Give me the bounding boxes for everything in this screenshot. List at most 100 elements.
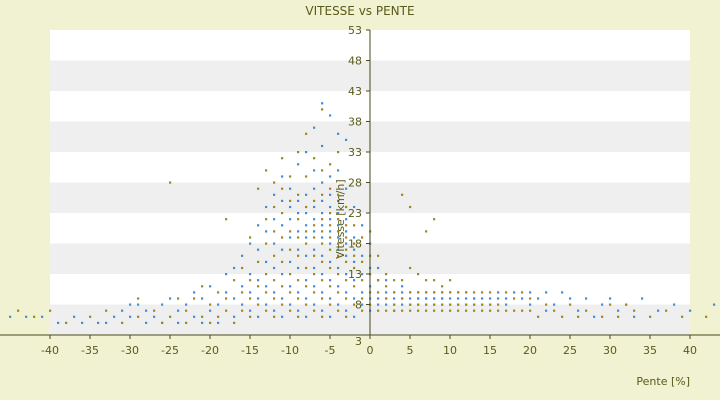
scatter-point xyxy=(281,199,284,202)
scatter-point xyxy=(401,285,404,288)
scatter-point xyxy=(505,309,508,312)
scatter-point xyxy=(329,218,332,221)
scatter-point xyxy=(121,321,124,324)
scatter-point xyxy=(353,224,356,227)
scatter-point xyxy=(425,279,428,282)
scatter-point xyxy=(545,309,548,312)
scatter-point xyxy=(281,315,284,318)
scatter-point xyxy=(449,291,452,294)
scatter-point xyxy=(313,303,316,306)
scatter-point xyxy=(433,297,436,300)
scatter-point xyxy=(321,102,324,105)
scatter-point xyxy=(225,291,228,294)
x-tick-label: 5 xyxy=(407,344,414,357)
scatter-point xyxy=(305,132,308,135)
scatter-point xyxy=(569,297,572,300)
scatter-point xyxy=(473,291,476,294)
scatter-point xyxy=(425,230,428,233)
x-tick-label: -10 xyxy=(281,344,299,357)
scatter-point xyxy=(265,273,268,276)
scatter-point xyxy=(417,273,420,276)
scatter-point xyxy=(337,242,340,245)
scatter-point xyxy=(321,254,324,257)
scatter-point xyxy=(593,315,596,318)
scatter-point xyxy=(321,212,324,215)
scatter-point xyxy=(305,297,308,300)
scatter-point xyxy=(297,315,300,318)
scatter-point xyxy=(425,303,428,306)
scatter-point xyxy=(345,138,348,141)
scatter-point xyxy=(337,254,340,257)
scatter-point xyxy=(185,321,188,324)
scatter-point xyxy=(337,193,340,196)
scatter-point xyxy=(305,266,308,270)
scatter-point xyxy=(481,309,484,312)
scatter-point xyxy=(513,291,516,294)
scatter-point xyxy=(329,230,332,233)
scatter-point xyxy=(313,224,316,227)
scatter-point xyxy=(345,187,348,190)
x-tick-label: 15 xyxy=(483,344,497,357)
x-tick-label: 10 xyxy=(443,344,457,357)
scatter-point xyxy=(289,236,292,239)
scatter-point xyxy=(169,315,172,318)
scatter-point xyxy=(337,151,340,154)
scatter-point xyxy=(449,279,452,282)
scatter-point xyxy=(297,248,300,251)
scatter-point xyxy=(609,303,612,306)
x-tick-label: 40 xyxy=(683,344,697,357)
scatter-point xyxy=(193,297,196,300)
scatter-point xyxy=(425,309,428,312)
scatter-point xyxy=(305,279,308,282)
scatter-point xyxy=(689,309,692,312)
scatter-point xyxy=(353,303,356,306)
scatter-point xyxy=(297,163,300,166)
scatter-point xyxy=(537,315,540,318)
scatter-point xyxy=(337,169,340,172)
scatter-point xyxy=(353,254,356,257)
scatter-point xyxy=(377,266,380,270)
scatter-point xyxy=(433,279,436,282)
y-tick-label: 43 xyxy=(348,85,362,98)
scatter-point xyxy=(305,230,308,233)
scatter-point xyxy=(329,205,332,209)
scatter-point xyxy=(177,309,180,312)
scatter-point xyxy=(337,132,340,135)
scatter-point xyxy=(273,218,276,221)
scatter-point xyxy=(321,230,324,233)
scatter-point xyxy=(489,291,492,294)
scatter-point xyxy=(257,303,260,306)
scatter-point xyxy=(353,205,356,209)
scatter-point xyxy=(657,309,660,312)
scatter-point xyxy=(337,266,340,270)
scatter-point xyxy=(385,279,388,282)
x-tick-label: -35 xyxy=(81,344,99,357)
scatter-point xyxy=(297,297,300,300)
scatter-point xyxy=(465,291,468,294)
scatter-point xyxy=(321,291,324,294)
scatter-point xyxy=(353,297,356,300)
scatter-point xyxy=(401,279,404,282)
scatter-point xyxy=(241,291,244,294)
scatter-point xyxy=(265,260,268,263)
scatter-point xyxy=(353,315,356,318)
scatter-point xyxy=(97,321,100,324)
x-tick-label: 0 xyxy=(367,344,374,357)
y-axis-label: Vitesse [km/h] xyxy=(334,179,347,259)
scatter-point xyxy=(545,303,548,306)
x-tick-label: 30 xyxy=(603,344,617,357)
scatter-point xyxy=(273,297,276,300)
scatter-point xyxy=(233,279,236,282)
scatter-point xyxy=(353,242,356,245)
scatter-point xyxy=(313,199,316,202)
y-tick-label: 23 xyxy=(348,207,362,220)
scatter-point xyxy=(321,169,324,172)
scatter-point xyxy=(329,285,332,288)
scatter-point xyxy=(41,315,44,318)
scatter-point xyxy=(321,315,324,318)
scatter-point xyxy=(249,297,252,300)
scatter-point xyxy=(201,321,204,324)
scatter-point xyxy=(481,303,484,306)
scatter-point xyxy=(377,291,380,294)
scatter-point xyxy=(257,315,260,318)
